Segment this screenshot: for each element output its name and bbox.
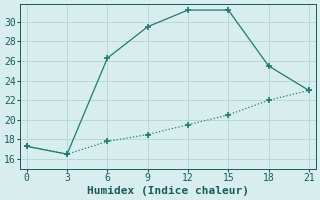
X-axis label: Humidex (Indice chaleur): Humidex (Indice chaleur)	[87, 186, 249, 196]
